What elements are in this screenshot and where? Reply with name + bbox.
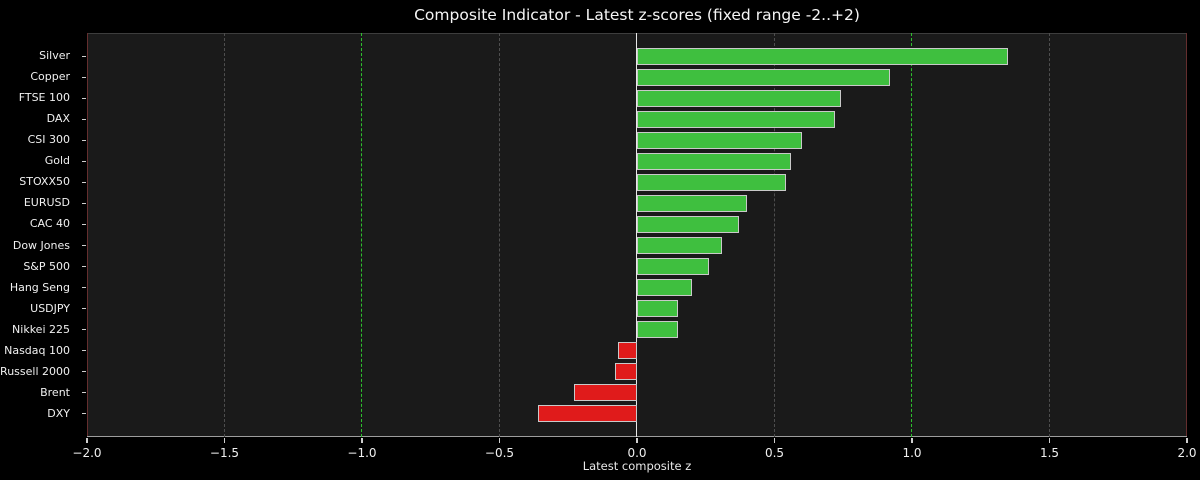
x-tick-mark: [636, 438, 638, 443]
x-tick-label: 1.0: [902, 446, 922, 460]
y-tick-mark: [82, 370, 86, 373]
y-tick-mark: [82, 55, 86, 58]
y-tick-mark: [82, 223, 86, 226]
x-axis-title: Latest composite z: [582, 459, 692, 473]
y-tick-mark: [82, 118, 86, 121]
y-tick-label: Nasdaq 100: [4, 343, 70, 357]
y-tick-label: S&P 500: [23, 259, 70, 273]
y-tick-mark: [82, 160, 86, 163]
x-tick-mark: [86, 438, 88, 443]
bar: [637, 300, 679, 317]
bar: [617, 342, 637, 359]
y-tick-label: Russell 2000: [0, 364, 70, 378]
y-tick-mark: [82, 391, 86, 394]
threshold-line: [911, 33, 913, 437]
x-tick-label: −1.5: [209, 446, 240, 460]
gridline: [1048, 33, 1050, 437]
y-tick-mark: [82, 349, 86, 352]
bar: [637, 258, 709, 275]
y-tick-label: CSI 300: [27, 133, 70, 147]
x-tick-mark: [773, 438, 776, 443]
bar: [637, 48, 1009, 65]
plot-border-right: [1186, 33, 1187, 437]
bar: [637, 216, 739, 233]
x-tick-mark: [361, 438, 363, 443]
y-tick-mark: [82, 307, 86, 310]
y-tick-mark: [82, 76, 86, 79]
y-tick-mark: [82, 139, 86, 142]
bar: [637, 195, 747, 212]
chart-title: Composite Indicator - Latest z-scores (f…: [414, 6, 860, 24]
x-tick-label: 2.0: [1177, 446, 1197, 460]
bar: [637, 174, 786, 191]
y-tick-label: Brent: [40, 385, 70, 399]
bar: [637, 90, 841, 107]
y-tick-label: EURUSD: [23, 196, 70, 210]
x-tick-mark: [498, 438, 501, 443]
y-tick-mark: [82, 97, 86, 100]
bar: [538, 405, 637, 422]
x-tick-mark: [1048, 438, 1051, 443]
bar: [637, 279, 692, 296]
y-tick-mark: [82, 265, 86, 268]
y-tick-label: DXY: [47, 406, 70, 420]
plot-area: [87, 33, 1187, 437]
gridline: [773, 33, 775, 437]
x-tick-label: −0.5: [484, 446, 515, 460]
y-axis-labels: Silver Copper FTSE 100 DAX CSI 300 Gold STOXX5…: [0, 33, 80, 437]
bar: [637, 111, 835, 128]
x-tick-mark: [223, 438, 226, 443]
gridline: [498, 33, 500, 437]
y-tick-label: DAX: [46, 112, 70, 126]
y-tick-mark: [82, 328, 86, 331]
gridline: [223, 33, 225, 437]
y-tick-label: Nikkei 225: [12, 322, 70, 336]
x-axis: −2.0 −1.5 −1.0 −0.5 0.0 0.5 1.0 1.5 2.0: [72, 437, 1197, 467]
y-tick-label: STOXX50: [19, 175, 70, 189]
y-tick-label: USDJPY: [30, 301, 70, 315]
bar: [637, 321, 679, 338]
y-tick-label: FTSE 100: [18, 91, 70, 105]
y-tick-mark: [82, 412, 86, 415]
y-tick-label: Hang Seng: [9, 280, 70, 294]
y-tick-mark: [82, 244, 86, 247]
bar: [637, 237, 723, 254]
y-tick-label: Gold: [44, 154, 70, 168]
bar: [637, 69, 890, 86]
x-tick-label: 0.5: [764, 446, 785, 460]
bar: [637, 153, 791, 170]
x-tick-label: 1.5: [1039, 446, 1060, 460]
threshold-line: [361, 33, 363, 437]
y-tick-mark: [82, 181, 86, 184]
y-tick-mark: [82, 286, 86, 289]
x-tick-label: −1.0: [347, 446, 377, 460]
bar: [573, 384, 637, 401]
y-tick-label: Copper: [30, 70, 70, 84]
x-tick-mark: [911, 438, 913, 443]
x-tick-mark: [1186, 438, 1188, 443]
y-tick-label: Silver: [39, 49, 70, 63]
bar: [615, 363, 637, 380]
y-tick-label: Dow Jones: [12, 238, 70, 252]
y-tick-mark: [82, 202, 86, 205]
x-tick-label: 0.0: [627, 446, 647, 460]
y-tick-label: CAC 40: [29, 217, 70, 231]
bar: [637, 132, 802, 149]
plot-border-left: [87, 33, 88, 437]
x-tick-label: −2.0: [72, 446, 102, 460]
zero-line: [636, 33, 638, 437]
